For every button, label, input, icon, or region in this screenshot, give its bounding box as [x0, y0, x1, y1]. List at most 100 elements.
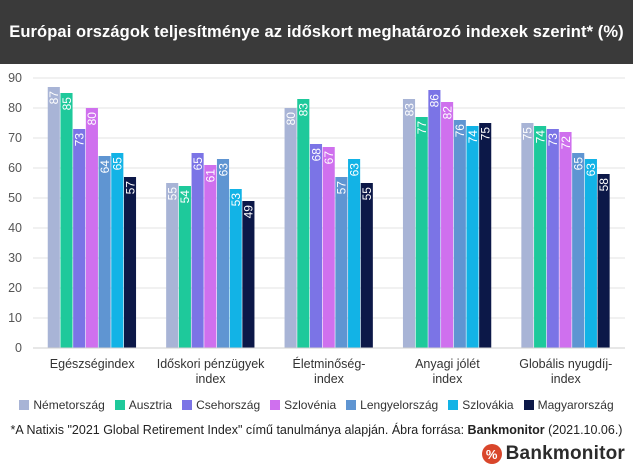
legend-item: Magyarország [523, 398, 614, 412]
data-label: 80 [85, 112, 99, 126]
data-label: 49 [242, 205, 256, 219]
data-label: 75 [479, 127, 493, 141]
data-label: 87 [47, 91, 61, 105]
data-label: 61 [204, 169, 218, 183]
data-label: 83 [297, 103, 311, 117]
data-label: 82 [440, 106, 454, 120]
bar [229, 189, 242, 348]
bar [204, 165, 217, 348]
bar [466, 126, 479, 348]
footnote-text: *A Natixis "2021 Global Retirement Index… [10, 423, 468, 437]
bar-chart: 010203040506070809087857380646557Egészsé… [8, 71, 625, 386]
x-category-label: index [551, 372, 582, 386]
bar [322, 147, 335, 348]
bar [335, 177, 348, 348]
data-label: 63 [584, 163, 598, 177]
bar [166, 183, 179, 348]
data-label: 58 [597, 178, 611, 192]
bar [111, 153, 124, 348]
percent-logo-icon: % [481, 444, 502, 464]
legend-swatch [523, 400, 534, 410]
bar [572, 153, 585, 348]
data-label: 67 [322, 151, 336, 165]
data-label: 63 [216, 163, 230, 177]
data-label: 72 [559, 136, 573, 150]
y-tick-label: 70 [8, 131, 22, 145]
data-label: 73 [546, 133, 560, 147]
y-tick-label: 80 [8, 101, 22, 115]
bar [479, 123, 492, 348]
data-label: 64 [98, 160, 112, 174]
x-category-label: index [196, 372, 227, 386]
legend: Németország Ausztria Csehország Szlovénia Le… [0, 395, 633, 415]
y-tick-label: 50 [8, 191, 22, 205]
brand-name: Bankmonitor [505, 443, 625, 464]
bar [191, 153, 204, 348]
x-category-label: index [432, 372, 463, 386]
legend-swatch [346, 400, 357, 410]
data-label: 85 [60, 97, 74, 111]
legend-item: Németország [19, 398, 105, 412]
legend-label: Szlovákia [462, 398, 514, 412]
bar [534, 126, 547, 348]
x-category-label: Időskori pénzügyek [157, 357, 265, 371]
legend-item: Szlovákia [448, 398, 514, 412]
y-tick-label: 60 [8, 161, 22, 175]
legend-swatch [182, 400, 193, 410]
bar [348, 159, 361, 348]
data-label: 65 [191, 157, 205, 171]
chart-title: Európai országok teljesítménye az idősko… [0, 0, 633, 64]
x-category-label: Egészségindex [50, 357, 136, 371]
legend-label: Magyarország [537, 398, 614, 412]
data-label: 77 [415, 121, 429, 135]
data-label: 74 [533, 130, 547, 144]
bar [73, 129, 86, 348]
y-tick-label: 20 [8, 281, 22, 295]
legend-label: Németország [33, 398, 105, 412]
bar [60, 93, 73, 348]
bar [309, 144, 323, 348]
y-tick-label: 0 [15, 341, 22, 355]
legend-swatch [114, 400, 125, 410]
data-label: 80 [284, 112, 298, 126]
legend-item: Szlovénia [270, 398, 336, 412]
bar [216, 159, 230, 348]
data-label: 53 [229, 193, 243, 207]
bar [85, 108, 98, 348]
bar [242, 201, 255, 348]
bar [521, 123, 534, 348]
x-category-label: index [314, 372, 345, 386]
legend-swatch [19, 400, 30, 410]
y-tick-label: 10 [8, 311, 22, 325]
data-label: 76 [453, 124, 467, 138]
data-label: 57 [123, 181, 137, 195]
x-category-label: Anyagi jólét [415, 357, 480, 371]
bar [178, 186, 191, 348]
data-label: 68 [309, 148, 323, 162]
bar [428, 90, 441, 348]
data-label: 65 [111, 157, 125, 171]
y-tick-label: 40 [8, 221, 22, 235]
data-label: 73 [73, 133, 87, 147]
bar [584, 159, 597, 348]
y-tick-label: 30 [8, 251, 22, 265]
legend-label: Lengyelország [360, 398, 439, 412]
data-label: 63 [347, 163, 361, 177]
data-label: 55 [166, 187, 180, 201]
x-category-label: Globális nyugdíj- [519, 357, 612, 371]
footnote-date: (2021.10.06.) [544, 423, 623, 437]
legend-label: Csehország [196, 398, 261, 412]
bar [597, 174, 610, 348]
legend-swatch [270, 400, 281, 410]
bar [415, 117, 428, 348]
legend-label: Szlovénia [284, 398, 337, 412]
bar [98, 156, 111, 348]
brand-logo: % Bankmonitor [481, 443, 625, 465]
data-label: 65 [572, 157, 586, 171]
data-label: 75 [521, 127, 535, 141]
legend-label: Ausztria [128, 398, 173, 412]
bar [297, 99, 310, 348]
data-label: 54 [178, 190, 192, 204]
data-label: 74 [466, 130, 480, 144]
legend-item: Lengyelország [346, 398, 438, 412]
